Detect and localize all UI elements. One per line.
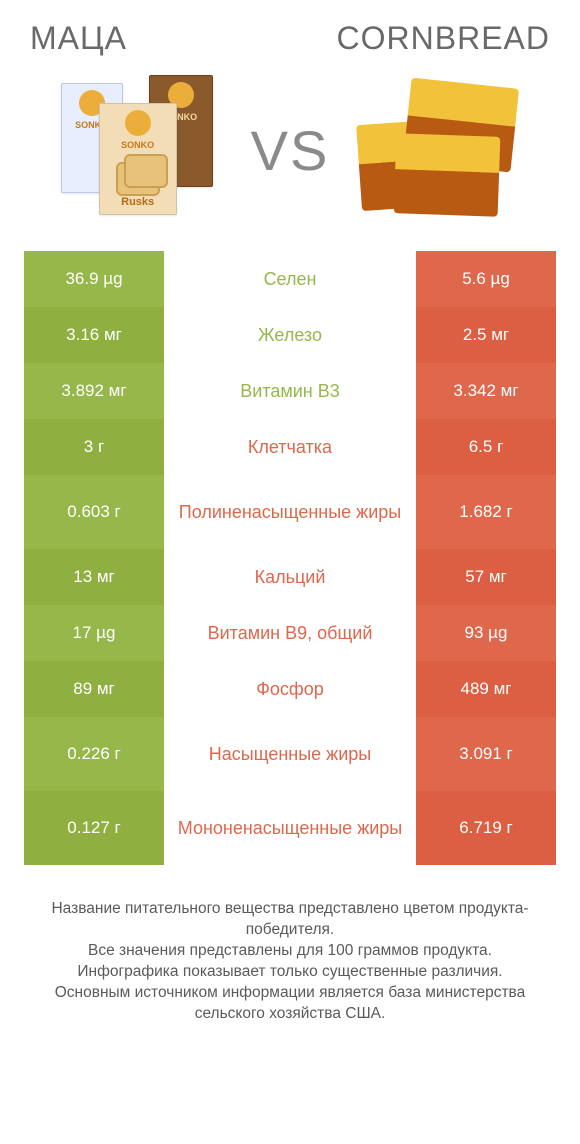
value-left: 89 мг	[24, 661, 164, 717]
table-row: 0.226 гНасыщенные жиры3.091 г	[24, 717, 556, 791]
nutrient-label: Клетчатка	[164, 419, 416, 475]
title-right: CORNBREAD	[337, 20, 550, 57]
value-right: 2.5 мг	[416, 307, 556, 363]
value-right: 3.091 г	[416, 717, 556, 791]
comparison-table: 36.9 µgСелен5.6 µg3.16 мгЖелезо2.5 мг3.8…	[24, 251, 556, 865]
table-row: 13 мгКальций57 мг	[24, 549, 556, 605]
value-right: 489 мг	[416, 661, 556, 717]
hero-row: SONKO SONKO SONKO Rusks VS	[24, 75, 556, 225]
nutrient-label: Кальций	[164, 549, 416, 605]
value-left: 0.603 г	[24, 475, 164, 549]
footer-line: Инфографика показывает только существенн…	[30, 962, 550, 983]
table-row: 0.603 гПолиненасыщенные жиры1.682 г	[24, 475, 556, 549]
value-right: 57 мг	[416, 549, 556, 605]
title-row: МАЦА CORNBREAD	[24, 20, 556, 57]
value-right: 6.719 г	[416, 791, 556, 865]
value-right: 5.6 µg	[416, 251, 556, 307]
value-left: 36.9 µg	[24, 251, 164, 307]
table-row: 3.16 мгЖелезо2.5 мг	[24, 307, 556, 363]
nutrient-label: Полиненасыщенные жиры	[164, 475, 416, 549]
value-left: 0.226 г	[24, 717, 164, 791]
title-left: МАЦА	[30, 20, 127, 57]
value-right: 1.682 г	[416, 475, 556, 549]
product-image-right	[349, 75, 519, 225]
table-row: 0.127 гМононенасыщенные жиры6.719 г	[24, 791, 556, 865]
nutrient-label: Мононенасыщенные жиры	[164, 791, 416, 865]
table-row: 3.892 мгВитамин B33.342 мг	[24, 363, 556, 419]
table-row: 89 мгФосфор489 мг	[24, 661, 556, 717]
value-right: 6.5 г	[416, 419, 556, 475]
nutrient-label: Витамин B9, общий	[164, 605, 416, 661]
value-left: 13 мг	[24, 549, 164, 605]
table-row: 17 µgВитамин B9, общий93 µg	[24, 605, 556, 661]
value-left: 3.892 мг	[24, 363, 164, 419]
nutrient-label: Фосфор	[164, 661, 416, 717]
value-left: 3.16 мг	[24, 307, 164, 363]
footer-line: Основным источником информации является …	[30, 983, 550, 1025]
footer-notes: Название питательного вещества представл…	[24, 899, 556, 1037]
value-left: 17 µg	[24, 605, 164, 661]
nutrient-label: Витамин B3	[164, 363, 416, 419]
value-right: 3.342 мг	[416, 363, 556, 419]
footer-line: Все значения представлены для 100 граммо…	[30, 941, 550, 962]
table-row: 3 гКлетчатка6.5 г	[24, 419, 556, 475]
product-image-left: SONKO SONKO SONKO Rusks	[61, 75, 231, 225]
value-left: 0.127 г	[24, 791, 164, 865]
value-right: 93 µg	[416, 605, 556, 661]
nutrient-label: Железо	[164, 307, 416, 363]
nutrient-label: Насыщенные жиры	[164, 717, 416, 791]
footer-line: Название питательного вещества представл…	[30, 899, 550, 941]
table-row: 36.9 µgСелен5.6 µg	[24, 251, 556, 307]
value-left: 3 г	[24, 419, 164, 475]
vs-label: VS	[251, 118, 330, 183]
nutrient-label: Селен	[164, 251, 416, 307]
